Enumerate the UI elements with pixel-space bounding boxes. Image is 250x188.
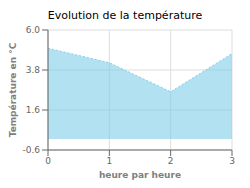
svg-text:2: 2	[168, 156, 174, 166]
svg-text:3: 3	[229, 156, 235, 166]
svg-text:Température en °C: Température en °C	[8, 42, 18, 137]
svg-text:0: 0	[45, 156, 51, 166]
html-text:Evolution de la température: Evolution de la température	[47, 9, 203, 22]
svg-text:6.0: 6.0	[26, 25, 41, 35]
svg-text:-0.6: -0.6	[22, 145, 40, 155]
svg-text:1.6: 1.6	[26, 105, 41, 115]
svg-text:3.8: 3.8	[26, 65, 41, 75]
svg-text:1: 1	[106, 156, 112, 166]
svg-text:heure par heure: heure par heure	[99, 170, 181, 180]
